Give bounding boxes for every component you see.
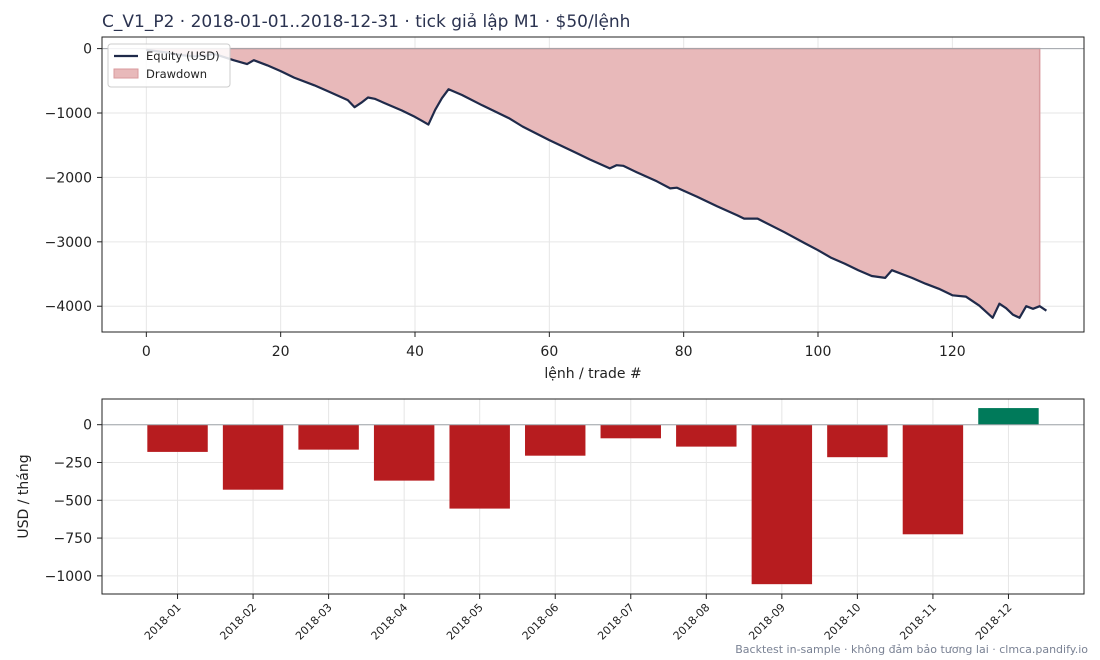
x-tick-label: 2018-08 (671, 601, 713, 643)
y-tick-label: −500 (54, 493, 92, 509)
x-axis-label: lệnh / trade # (544, 366, 641, 382)
chart-title: C_V1_P2 · 2018-01-01..2018-12-31 · tick … (102, 12, 631, 32)
x-tick-label: 100 (805, 344, 832, 360)
bar-2018-12 (978, 408, 1039, 425)
bar-2018-04 (373, 424, 435, 481)
equity-panel: 0 20 40 60 80 100 120 0 −1000 −2000 −3000 −4000 lệnh… (45, 36, 1085, 382)
x-tick-label: 60 (540, 344, 558, 360)
bar-2018-11 (902, 424, 964, 535)
x-tick-label: 20 (272, 344, 290, 360)
bar-2018-01 (147, 424, 208, 452)
bar-2018-07 (600, 424, 661, 439)
bar-2018-02 (222, 424, 284, 490)
y-tick-label: −250 (54, 455, 92, 471)
x-tick-label: 2018-09 (746, 601, 788, 643)
bar-2018-08 (676, 424, 737, 447)
plot-frame (101, 36, 1085, 333)
x-tick-label: 120 (939, 344, 966, 360)
y-tick-label: −750 (54, 531, 92, 547)
bar-2018-09 (751, 424, 813, 585)
x-tick-label: 2018-11 (897, 601, 939, 643)
bar-2018-06 (525, 424, 586, 456)
x-tick-label: 2018-06 (520, 601, 562, 643)
plot-frame (101, 398, 1085, 595)
legend-swatch-drawdown (113, 68, 139, 79)
legend: Equity (USD) Drawdown (107, 43, 231, 88)
legend-label-equity: Equity (USD) (146, 49, 220, 63)
bar-2018-05 (449, 424, 510, 509)
x-tick-label: 40 (406, 344, 424, 360)
bar-2018-10 (827, 424, 888, 458)
y-tick-label: −2000 (45, 170, 92, 186)
monthly-pnl-panel: 2018-01 2018-02 2018-03 2018-04 2018-05 2018-… (16, 398, 1085, 643)
x-tick-label: 2018-12 (973, 601, 1015, 643)
y-tick-label: 0 (83, 42, 92, 58)
legend-label-drawdown: Drawdown (146, 67, 207, 81)
footer-disclaimer: Backtest in-sample · không đảm bảo tương… (735, 643, 1088, 656)
x-tick-label: 2018-07 (595, 601, 637, 643)
x-tick-label: 2018-10 (822, 601, 864, 643)
x-tick-label: 2018-01 (142, 601, 184, 643)
x-tick-label: 0 (142, 344, 151, 360)
equity-line (146, 48, 1048, 319)
x-tick-label: 2018-04 (369, 601, 411, 643)
y-axis-label: USD / tháng (16, 454, 32, 538)
y-tick-label: 0 (83, 418, 92, 434)
x-tick-label: 80 (675, 344, 693, 360)
x-tick-label: 2018-02 (218, 601, 260, 643)
bar-2018-03 (298, 424, 359, 450)
x-tick-label: 2018-03 (293, 601, 335, 643)
y-tick-label: −3000 (45, 235, 92, 251)
y-tick-label: −1000 (45, 106, 92, 122)
x-tick-label: 2018-05 (444, 601, 486, 643)
y-tick-label: −4000 (45, 299, 92, 315)
y-tick-label: −1000 (45, 569, 92, 585)
